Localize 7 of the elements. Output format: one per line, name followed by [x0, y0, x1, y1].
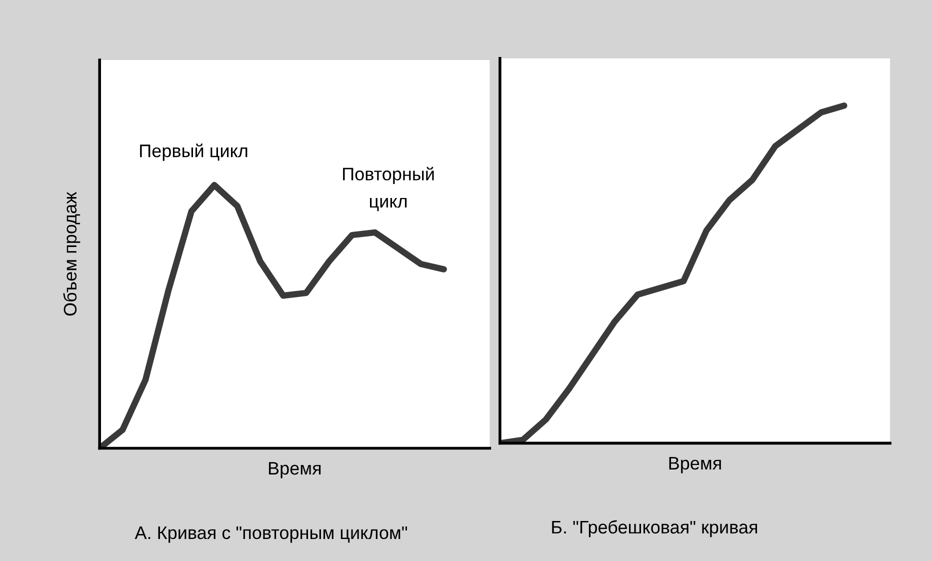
- x-axis-title: Время: [268, 462, 321, 478]
- annotation: Повторный цикл: [343, 166, 434, 212]
- text: Б. "Гребешковая" кривая: [552, 520, 758, 538]
- text: Первый цикл: [140, 144, 248, 161]
- y-axis-title: Объем продаж: [63, 192, 80, 316]
- x-axis-title: Время: [669, 457, 721, 474]
- text: А. Кривая с "повторным циклом": [134, 526, 408, 543]
